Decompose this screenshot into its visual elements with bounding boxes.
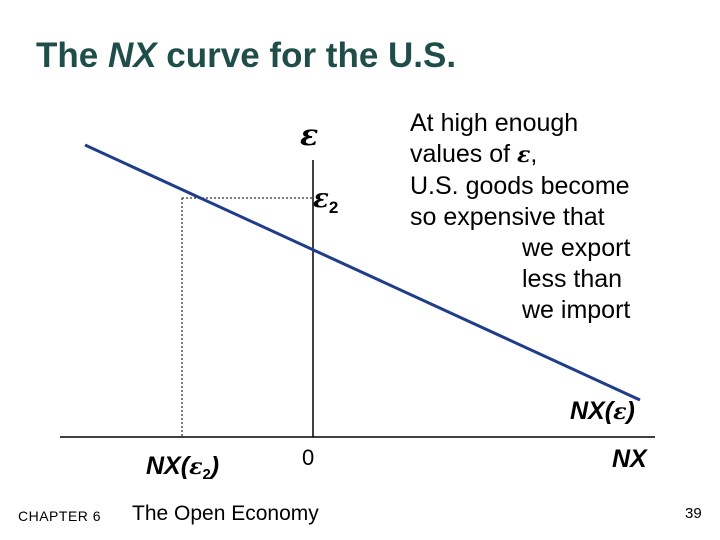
eps2-symbol: ε [313, 184, 329, 214]
page-number: 39 [685, 505, 702, 522]
eps2-label: ε2 [313, 184, 338, 218]
footer-chapter: CHAPTER 6 [18, 508, 102, 524]
title-suffix: curve for the U.S. [156, 36, 457, 75]
annotation-line-2-symbol: ε [517, 142, 531, 168]
annotation-line-3: U.S. goods become [410, 172, 630, 200]
annotation-line-4: so expensive that [410, 203, 605, 231]
annotation-line-7: we import [522, 296, 631, 324]
annotation-line-2-prefix: values of [410, 140, 518, 168]
curve-label-symbol: ε [613, 399, 627, 425]
curve-label-suffix: ) [626, 397, 635, 425]
y-axis-label: ε [300, 118, 319, 153]
x-axis-label: NX [612, 445, 647, 473]
nx-eps2-label: NX(ε2) [146, 452, 219, 483]
nx-curve [84, 143, 641, 402]
annotation-line-6: less than [522, 265, 623, 293]
nx-eps2-subscript: 2 [202, 466, 211, 483]
nx-eps2-prefix: NX( [146, 452, 190, 480]
annotation-text: At high enough values of ε, U.S. goods b… [410, 108, 630, 326]
slide-title: The NX curve for the U.S. [36, 36, 456, 76]
origin-label: 0 [302, 445, 315, 470]
annotation-line-1: At high enough [410, 109, 579, 137]
annotation-line-2-suffix: , [530, 140, 538, 168]
curve-label: NX(ε) [570, 397, 635, 426]
annotation-line-5: we export [522, 234, 631, 262]
eps2-subscript: 2 [328, 198, 339, 217]
nx-eps2-suffix: ) [210, 452, 220, 480]
title-prefix: The [36, 36, 108, 75]
curve-label-prefix: NX( [570, 397, 614, 425]
title-italic: NX [107, 36, 157, 75]
footer-book-title: The Open Economy [132, 502, 319, 525]
nx-eps2-symbol: ε [189, 454, 203, 480]
